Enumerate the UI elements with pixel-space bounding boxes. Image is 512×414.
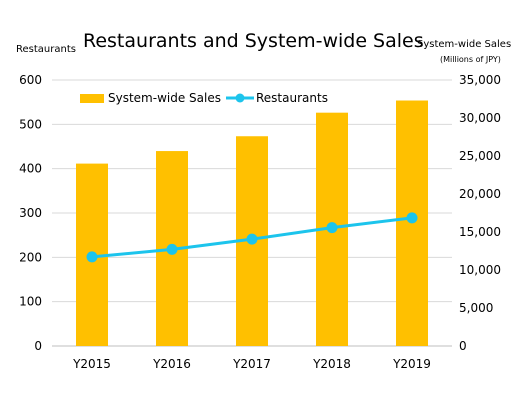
left-axis-title: Restaurants (16, 44, 76, 55)
left-tick-label: 400 (19, 162, 42, 176)
x-tick-label: Y2019 (392, 357, 431, 371)
right-axis-ticks: 0 5,000 10,000 15,000 20,000 25,000 30,000 35,0… (459, 73, 501, 353)
x-tick-label: Y2015 (72, 357, 111, 371)
right-axis-title: System-wide Sales (417, 39, 511, 50)
right-tick-label: 25,000 (459, 149, 501, 163)
line-point (326, 222, 338, 234)
left-tick-label: 0 (34, 339, 42, 353)
line-series (86, 212, 418, 263)
left-tick-label: 300 (19, 206, 42, 220)
right-tick-label: 15,000 (459, 225, 501, 239)
left-axis-ticks: 0 100 200 300 400 500 600 (19, 73, 42, 353)
legend-swatch-sales (80, 94, 104, 103)
right-tick-label: 35,000 (459, 73, 501, 87)
right-tick-label: 10,000 (459, 263, 501, 277)
left-tick-label: 500 (19, 117, 42, 131)
line-point (166, 243, 178, 255)
line-point (406, 212, 418, 224)
line-point (86, 251, 98, 263)
x-tick-label: Y2017 (232, 357, 271, 371)
left-tick-label: 600 (19, 73, 42, 87)
chart-title: Restaurants and System-wide Sales (83, 30, 424, 52)
right-axis-unit: (Millions of JPY) (440, 55, 501, 64)
left-tick-label: 100 (19, 295, 42, 309)
right-tick-label: 0 (459, 339, 467, 353)
x-axis-ticks: Y2015 Y2016 Y2017 Y2018 Y2019 (72, 357, 431, 371)
right-tick-label: 30,000 (459, 111, 501, 125)
legend-label-restaurants: Restaurants (256, 91, 328, 105)
x-tick-label: Y2016 (152, 357, 191, 371)
line-point (246, 233, 258, 245)
right-tick-label: 20,000 (459, 187, 501, 201)
legend: System-wide Sales Restaurants (80, 91, 328, 105)
legend-label-sales: System-wide Sales (108, 91, 221, 105)
x-tick-label: Y2018 (312, 357, 351, 371)
legend-marker-restaurants (235, 93, 245, 103)
left-tick-label: 200 (19, 250, 42, 264)
right-tick-label: 5,000 (459, 301, 493, 315)
